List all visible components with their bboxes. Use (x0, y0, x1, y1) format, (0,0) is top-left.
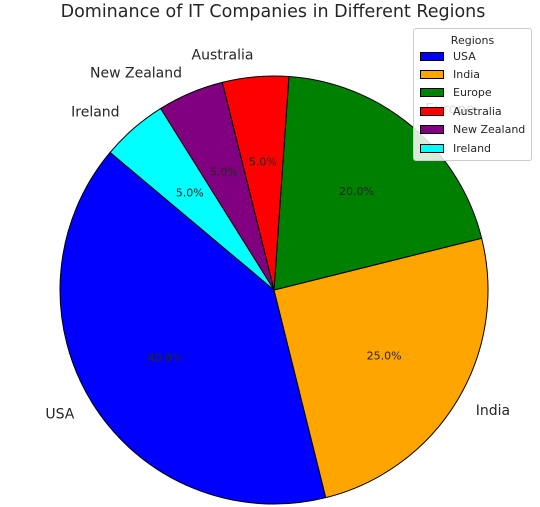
pie-percent-label-india: 25.0% (367, 350, 402, 363)
pie-percent-label-ireland: 5.0% (176, 187, 204, 200)
legend-swatch-australia (420, 106, 444, 116)
legend-label-usa: USA (453, 49, 476, 63)
legend-label-ireland: Ireland (453, 141, 492, 155)
legend: Regions USA India Europe Australia New Z… (413, 28, 532, 161)
pie-percent-label-new-zealand: 5.0% (210, 165, 238, 178)
legend-swatch-new-zealand (420, 125, 444, 135)
legend-label-india: India (453, 68, 480, 82)
legend-item-new-zealand: New Zealand (414, 121, 531, 139)
pie-category-label-usa: USA (45, 407, 74, 423)
legend-item-europe: Europe (414, 84, 531, 102)
legend-label-new-zealand: New Zealand (453, 123, 526, 137)
legend-swatch-india (420, 70, 444, 80)
pie-percent-label-usa: 40.0% (148, 352, 183, 365)
legend-label-australia: Australia (453, 104, 502, 118)
legend-swatch-ireland (420, 143, 444, 153)
legend-swatch-europe (420, 88, 444, 98)
pie-slice-usa (59, 151, 327, 505)
legend-item-ireland: Ireland (414, 139, 531, 157)
legend-item-india: India (414, 65, 531, 83)
pie-category-label-ireland: Ireland (71, 104, 119, 120)
pie-slice-india (273, 237, 489, 499)
legend-item-australia: Australia (414, 102, 531, 120)
legend-label-europe: Europe (453, 86, 492, 100)
chart-title: Dominance of IT Companies in Different R… (61, 2, 486, 22)
pie-slice-europe (273, 76, 483, 291)
pie-slice-ireland (109, 108, 275, 291)
pie-category-label-australia: Australia (192, 47, 254, 63)
pie-percent-label-australia: 5.0% (249, 156, 277, 169)
pie-percent-label-europe: 20.0% (339, 185, 374, 198)
legend-title: Regions (450, 34, 495, 47)
legend-swatch-usa (420, 51, 444, 61)
legend-item-usa: USA (414, 47, 531, 65)
pie-category-label-new-zealand: New Zealand (90, 65, 182, 81)
pie-category-label-india: India (476, 403, 510, 419)
